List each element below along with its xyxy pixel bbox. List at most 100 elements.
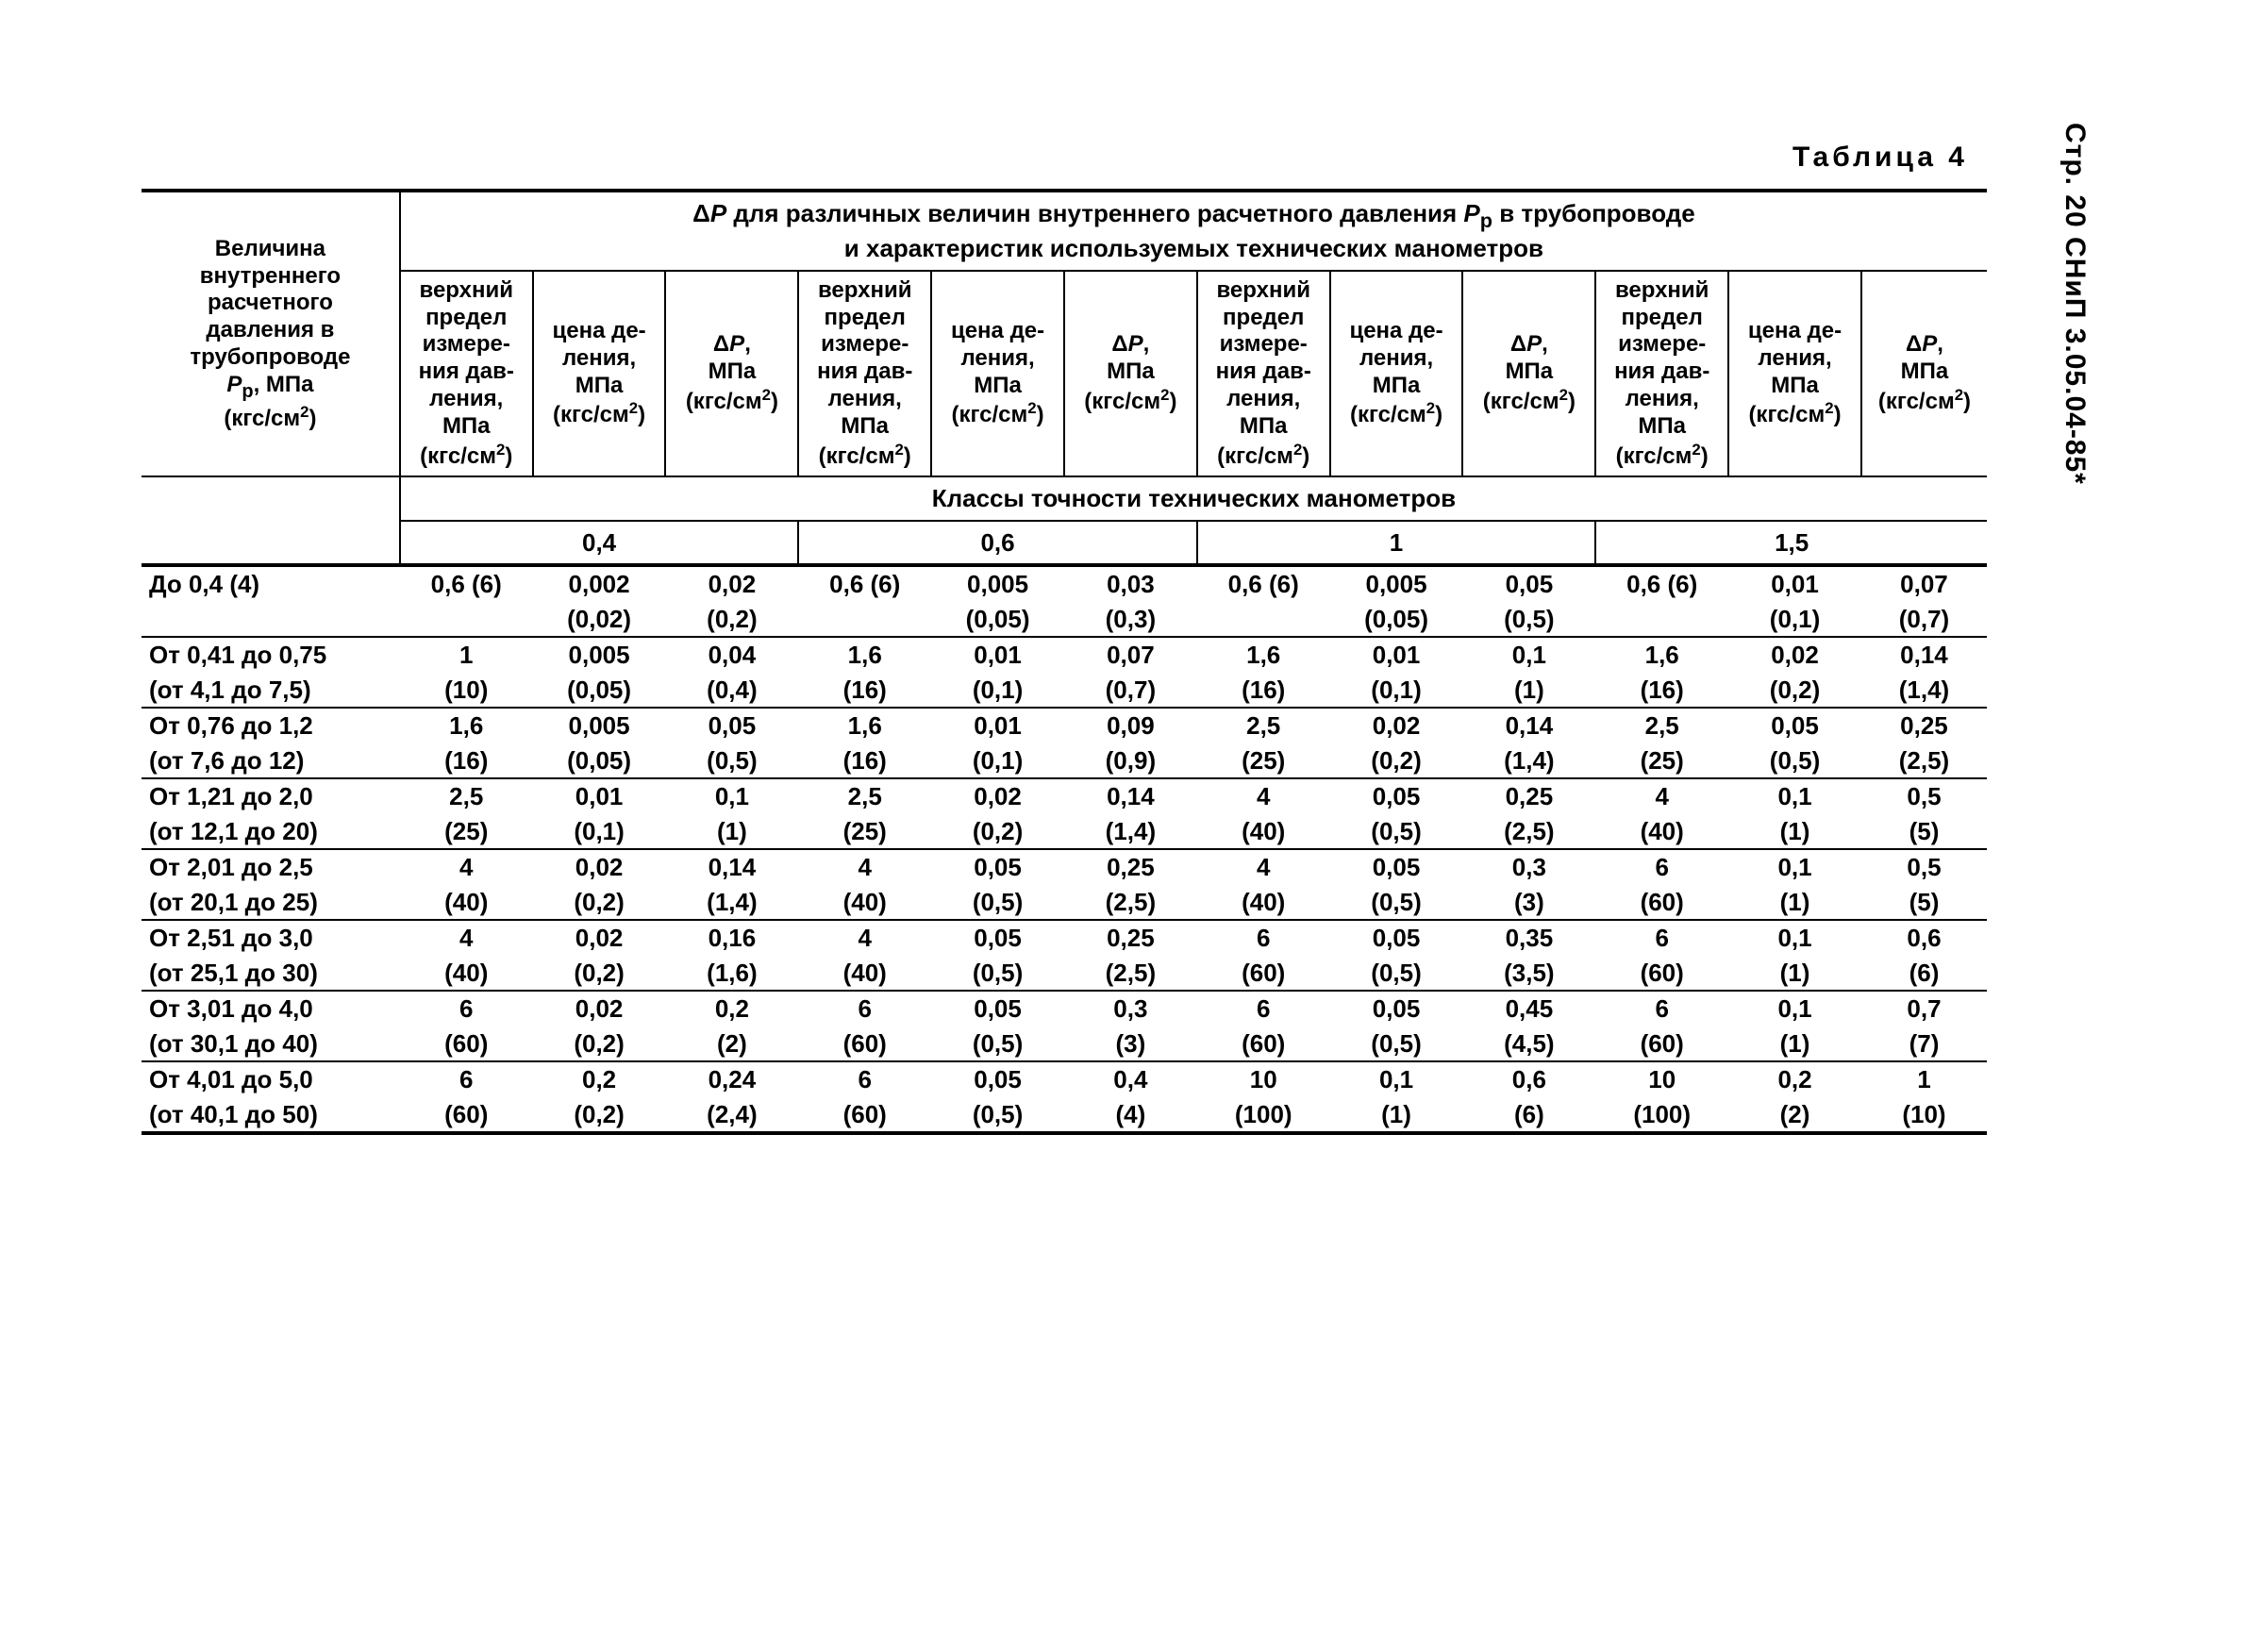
cell: 2,5: [1595, 708, 1728, 743]
cell: (0,05): [533, 743, 666, 779]
cell: (1,4): [1064, 814, 1197, 850]
cell: (1): [665, 814, 798, 850]
header-col-b-3: цена де-ления,МПа(кгс/см2): [1330, 271, 1463, 477]
cell: (2): [1728, 1097, 1861, 1134]
row-label-bottom: (от 40,1 до 50): [142, 1097, 400, 1134]
cell: (0,5): [931, 956, 1064, 992]
cell: 0,24: [665, 1061, 798, 1097]
cell: (16): [1595, 673, 1728, 709]
cell: (1,4): [1861, 673, 1987, 709]
cell: (2,5): [1462, 814, 1595, 850]
cell: 0,01: [931, 637, 1064, 673]
cell: (2,5): [1064, 885, 1197, 921]
header-col-c-4: ΔP,МПа(кгс/см2): [1861, 271, 1987, 477]
cell: (60): [1197, 1026, 1330, 1062]
cell: (10): [400, 673, 533, 709]
cell: (0,2): [533, 1026, 666, 1062]
cell: 4: [1197, 778, 1330, 814]
row-label-top: От 0,76 до 1,2: [142, 708, 400, 743]
header-col-a-3: верхнийпределизмере-ния дав-ления,МПа(кг…: [1197, 271, 1330, 477]
cell: 0,005: [533, 637, 666, 673]
cell: 0,25: [1861, 708, 1987, 743]
cell: (3): [1462, 885, 1595, 921]
cell: (0,5): [1330, 1026, 1463, 1062]
cell: 0,7: [1861, 991, 1987, 1026]
cell: 6: [1197, 920, 1330, 956]
cell: 6: [798, 991, 931, 1026]
cell: (2,5): [1064, 956, 1197, 992]
header-col-b-4: цена де-ления,МПа(кгс/см2): [1728, 271, 1861, 477]
cell: (0,05): [1330, 602, 1463, 638]
cell: (0,5): [1462, 602, 1595, 638]
cell: 0,25: [1064, 849, 1197, 885]
cell: (0,05): [931, 602, 1064, 638]
cell: 4: [400, 920, 533, 956]
cell: 6: [1197, 991, 1330, 1026]
header-col-b-2: цена де-ления,МПа(кгс/см2): [931, 271, 1064, 477]
row-label-top: От 3,01 до 4,0: [142, 991, 400, 1026]
cell: (40): [798, 885, 931, 921]
cell: 0,4: [1064, 1061, 1197, 1097]
cell: (40): [400, 956, 533, 992]
cell: (60): [400, 1026, 533, 1062]
cell: 6: [1595, 920, 1728, 956]
header-col-b-1: цена де-ления,МПа(кгс/см2): [533, 271, 666, 477]
cell: 1,6: [400, 708, 533, 743]
cell: 0,05: [1330, 991, 1463, 1026]
table-caption: Таблица 4: [1792, 142, 1968, 174]
cell: (100): [1197, 1097, 1330, 1134]
cell: (0,5): [665, 743, 798, 779]
cell: 0,002: [533, 565, 666, 602]
cell: (60): [1595, 885, 1728, 921]
cell: 0,04: [665, 637, 798, 673]
cell: 0,6 (6): [798, 565, 931, 602]
cell: (1): [1728, 814, 1861, 850]
cell: 0,35: [1462, 920, 1595, 956]
cell: 0,1: [1728, 920, 1861, 956]
cell: 0,05: [1462, 565, 1595, 602]
cell: (5): [1861, 814, 1987, 850]
cell: (1,4): [665, 885, 798, 921]
header-col-a-2: верхнийпределизмере-ния дав-ления,МПа(кг…: [798, 271, 931, 477]
header-col-c-3: ΔP,МПа(кгс/см2): [1462, 271, 1595, 477]
cell: 0,1: [1330, 1061, 1463, 1097]
row-label-top: От 1,21 до 2,0: [142, 778, 400, 814]
cell: (0,2): [1330, 743, 1463, 779]
header-col-a-1: верхнийпределизмере-ния дав-ления,МПа(кг…: [400, 271, 533, 477]
cell: (0,1): [931, 743, 1064, 779]
cell: (1,4): [1462, 743, 1595, 779]
cell: 0,05: [1330, 778, 1463, 814]
cell: (25): [400, 814, 533, 850]
cell: (100): [1595, 1097, 1728, 1134]
cell: 4: [798, 849, 931, 885]
cell: 1: [1861, 1061, 1987, 1097]
cell: (0,5): [1330, 814, 1463, 850]
cell: (0,1): [1330, 673, 1463, 709]
cell: 1,6: [1595, 637, 1728, 673]
cell: 0,005: [1330, 565, 1463, 602]
cell: 0,05: [1330, 849, 1463, 885]
cell: 0,02: [931, 778, 1064, 814]
header-col-c-1: ΔP,МПа(кгс/см2): [665, 271, 798, 477]
cell: 0,3: [1064, 991, 1197, 1026]
cell: (0,5): [931, 1097, 1064, 1134]
cell: (0,2): [931, 814, 1064, 850]
class-1: 0,6: [798, 521, 1196, 566]
side-page-label: Стр. 20 СНиП 3.05.04-85*: [2059, 123, 2091, 485]
row-label-bottom: (от 25,1 до 30): [142, 956, 400, 992]
row-label-top: От 2,51 до 3,0: [142, 920, 400, 956]
row-label-bottom: (от 20,1 до 25): [142, 885, 400, 921]
cell: 0,02: [665, 565, 798, 602]
row-label-top: До 0,4 (4): [142, 565, 400, 602]
cell: (4): [1064, 1097, 1197, 1134]
cell: (1): [1728, 956, 1861, 992]
row-label-bottom: [142, 602, 400, 638]
cell: (4,5): [1462, 1026, 1595, 1062]
header-banner: ΔP для различных величин внутреннего рас…: [400, 191, 1987, 271]
cell: 0,02: [533, 849, 666, 885]
cell: (1,6): [665, 956, 798, 992]
cell: (40): [798, 956, 931, 992]
cell: (25): [1197, 743, 1330, 779]
cell: 0,16: [665, 920, 798, 956]
cell: 0,5: [1861, 849, 1987, 885]
